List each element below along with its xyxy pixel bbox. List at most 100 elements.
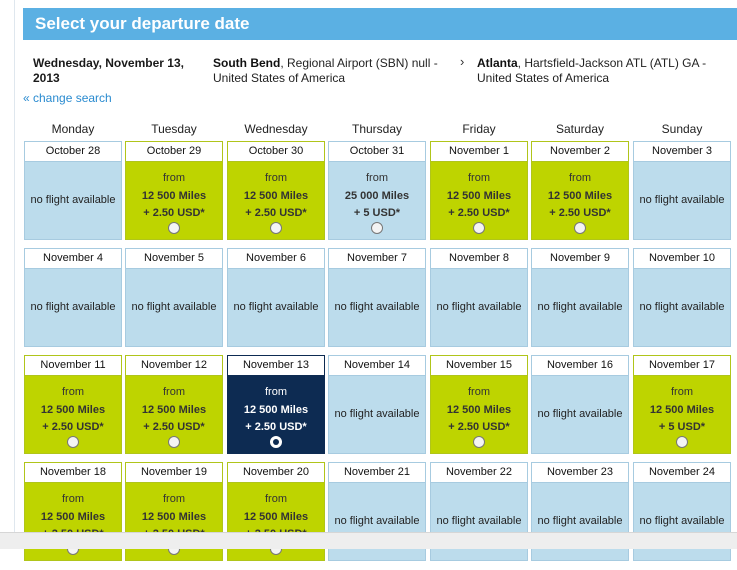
day-date-label: November 10 (634, 249, 730, 269)
day-date-label: November 17 (634, 356, 730, 376)
day-date-label: November 20 (228, 463, 324, 483)
day-date-label: November 8 (431, 249, 527, 269)
calendar-day-cell[interactable]: November 13 from 12 500 Miles + 2.50 USD* (227, 355, 325, 454)
radio-icon[interactable] (574, 222, 586, 234)
weekday-friday: Friday (462, 122, 496, 136)
price-from-label: from (468, 386, 490, 398)
miles-price: 12 500 Miles (243, 404, 309, 416)
weekday-sunday: Sunday (661, 122, 703, 136)
calendar-day-cell[interactable]: November 11 from 12 500 Miles + 2.50 USD* (24, 355, 122, 454)
weekday-tuesday: Tuesday (151, 122, 197, 136)
radio-icon[interactable] (270, 222, 282, 234)
calendar-day-cell[interactable]: October 29 from 12 500 Miles + 2.50 USD* (125, 141, 223, 240)
radio-icon[interactable] (168, 222, 180, 234)
day-date-label: November 6 (228, 249, 324, 269)
miles-price: 12 500 Miles (141, 404, 207, 416)
calendar-day-cell: November 9 no flight available (531, 248, 629, 347)
calendar-day-cell: November 5 no flight available (125, 248, 223, 347)
tax-fee: + 2.50 USD* (549, 207, 611, 219)
day-date-label: November 24 (634, 463, 730, 483)
radio-icon[interactable] (67, 436, 79, 448)
miles-price: 12 500 Miles (141, 511, 207, 523)
calendar-day-cell[interactable]: October 30 from 12 500 Miles + 2.50 USD* (227, 141, 325, 240)
trip-origin: South Bend, Regional Airport (SBN) null … (213, 56, 453, 86)
radio-icon[interactable] (371, 222, 383, 234)
day-date-label: November 4 (25, 249, 121, 269)
route-arrow-icon: › (460, 54, 465, 69)
miles-price: 12 500 Miles (40, 511, 106, 523)
day-date-label: November 22 (431, 463, 527, 483)
day-date-label: November 18 (25, 463, 121, 483)
price-from-label: from (265, 493, 287, 505)
price-from-label: from (569, 172, 591, 184)
calendar-day-cell[interactable]: November 1 from 12 500 Miles + 2.50 USD* (430, 141, 528, 240)
calendar-day-cell: November 6 no flight available (227, 248, 325, 347)
miles-price: 25 000 Miles (344, 190, 410, 202)
page-title-banner: Select your departure date (23, 8, 737, 40)
calendar-day-cell: November 8 no flight available (430, 248, 528, 347)
miles-price: 12 500 Miles (649, 404, 715, 416)
day-date-label: November 15 (431, 356, 527, 376)
price-from-label: from (366, 172, 388, 184)
day-date-label: November 11 (25, 356, 121, 376)
radio-icon[interactable] (168, 436, 180, 448)
left-rail (0, 0, 15, 548)
day-date-label: November 5 (126, 249, 222, 269)
price-from-label: from (62, 493, 84, 505)
calendar-day-cell: November 7 no flight available (328, 248, 426, 347)
weekday-monday: Monday (51, 122, 95, 136)
no-flight-label: no flight available (131, 301, 217, 313)
destination-city: Atlanta (477, 56, 518, 70)
no-flight-label: no flight available (537, 408, 623, 420)
day-date-label: November 2 (532, 142, 628, 162)
day-date-label: November 19 (126, 463, 222, 483)
origin-city: South Bend (213, 56, 281, 70)
tax-fee: + 2.50 USD* (245, 421, 307, 433)
calendar-day-cell: November 4 no flight available (24, 248, 122, 347)
radio-selected-icon[interactable] (270, 436, 282, 448)
price-from-label: from (163, 172, 185, 184)
price-from-label: from (62, 386, 84, 398)
day-date-label: October 30 (228, 142, 324, 162)
calendar-day-cell[interactable]: November 12 from 12 500 Miles + 2.50 USD* (125, 355, 223, 454)
calendar-day-cell[interactable]: November 2 from 12 500 Miles + 2.50 USD* (531, 141, 629, 240)
day-date-label: October 28 (25, 142, 121, 162)
tax-fee: + 5 USD* (658, 421, 706, 433)
day-date-label: November 7 (329, 249, 425, 269)
calendar-day-cell[interactable]: November 17 from 12 500 Miles + 5 USD* (633, 355, 731, 454)
price-from-label: from (265, 386, 287, 398)
no-flight-label: no flight available (436, 301, 522, 313)
horizontal-scrollbar[interactable] (0, 532, 737, 549)
calendar-day-cell: November 14 no flight available (328, 355, 426, 454)
no-flight-label: no flight available (639, 301, 725, 313)
tax-fee: + 2.50 USD* (42, 421, 104, 433)
calendar-day-cell[interactable]: November 15 from 12 500 Miles + 2.50 USD* (430, 355, 528, 454)
price-from-label: from (163, 493, 185, 505)
trip-destination: Atlanta, Hartsfield-Jackson ATL (ATL) GA… (477, 56, 727, 86)
weekday-thursday: Thursday (351, 122, 403, 136)
no-flight-label: no flight available (334, 301, 420, 313)
radio-icon[interactable] (473, 436, 485, 448)
calendar-day-cell[interactable]: October 31 from 25 000 Miles + 5 USD* (328, 141, 426, 240)
calendar-day-cell: October 28 no flight available (24, 141, 122, 240)
weekday-saturday: Saturday (555, 122, 605, 136)
no-flight-label: no flight available (233, 301, 319, 313)
day-date-label: November 14 (329, 356, 425, 376)
day-date-label: October 29 (126, 142, 222, 162)
radio-icon[interactable] (676, 436, 688, 448)
miles-price: 12 500 Miles (40, 404, 106, 416)
tax-fee: + 2.50 USD* (143, 207, 205, 219)
calendar-day-cell: November 3 no flight available (633, 141, 731, 240)
day-date-label: November 12 (126, 356, 222, 376)
trip-date: Wednesday, November 13, 2013 (33, 56, 184, 85)
tax-fee: + 5 USD* (353, 207, 401, 219)
day-date-label: November 3 (634, 142, 730, 162)
weekday-wednesday: Wednesday (244, 122, 308, 136)
no-flight-label: no flight available (537, 515, 623, 527)
day-date-label: November 13 (228, 356, 324, 376)
change-search-link[interactable]: « change search (23, 91, 112, 105)
radio-icon[interactable] (473, 222, 485, 234)
calendar-day-cell: November 10 no flight available (633, 248, 731, 347)
miles-price: 12 500 Miles (243, 190, 309, 202)
tax-fee: + 2.50 USD* (143, 421, 205, 433)
